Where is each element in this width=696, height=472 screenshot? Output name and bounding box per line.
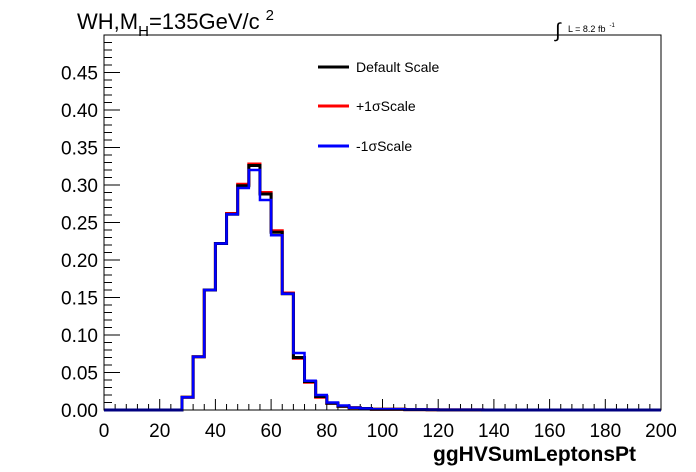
y-tick-label: 0.00: [61, 401, 98, 422]
y-tick-label: 0.30: [61, 176, 98, 197]
luminosity-label: L = 8.2 fb -1: [568, 23, 615, 34]
x-tick-label: 100: [367, 421, 399, 442]
plot-frame: [103, 34, 662, 411]
legend-label: Default Scale: [356, 59, 439, 75]
y-tick-label: 0.20: [61, 251, 98, 272]
x-tick-label: 60: [261, 421, 282, 442]
x-tick-label: 200: [645, 421, 677, 442]
y-tick-label: 0.40: [61, 101, 98, 122]
y-tick-label: 0.25: [61, 214, 98, 235]
x-tick-label: 20: [149, 421, 170, 442]
x-tick-label: 80: [316, 421, 337, 442]
x-tick-label: 140: [478, 421, 510, 442]
y-tick-label: 0.35: [61, 139, 98, 160]
luminosity-text: L = 8.2 fb: [568, 24, 605, 34]
chart-title: WH,MH=135GeV/c 2: [77, 7, 274, 40]
x-tick-label: 0: [99, 421, 110, 442]
luminosity-superscript: -1: [609, 23, 615, 29]
legend: Default Scale +1σScale -1σScale: [318, 59, 439, 154]
x-axis-label: ggHVSumLeptonsPt: [433, 443, 636, 466]
chart-title-main: WH,M: [77, 9, 138, 34]
x-tick-label: 40: [205, 421, 226, 442]
y-tick-label: 0.10: [61, 326, 98, 347]
x-tick-label: 160: [534, 421, 566, 442]
x-tick-label: 120: [422, 421, 454, 442]
chart-title-rest: =135GeV/c: [149, 9, 260, 34]
legend-label: -1σScale: [356, 138, 412, 154]
legend-label: +1σScale: [356, 98, 416, 114]
x-tick-label: 180: [589, 421, 621, 442]
y-tick-label: 0.15: [61, 289, 98, 310]
axes: 0 20 40 60 80 100 120 140 160 180 200 0.00 0.05 0.10 0…: [61, 34, 677, 442]
chart-title-superscript: 2: [266, 7, 274, 24]
y-tick-label: 0.05: [61, 364, 98, 385]
y-tick-label: 0.45: [61, 64, 98, 85]
luminosity-integral: ∫: [554, 20, 562, 42]
chart-title-subscript: H: [138, 23, 149, 40]
